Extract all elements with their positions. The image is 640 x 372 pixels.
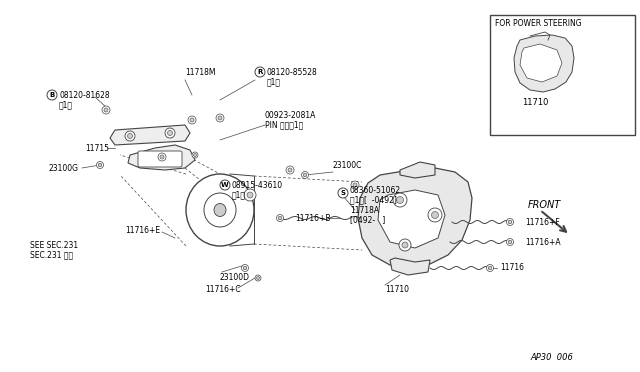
Text: 11710: 11710 [385,285,409,295]
Text: （1）: （1） [232,190,246,199]
Circle shape [533,50,537,54]
Polygon shape [514,35,574,92]
Circle shape [488,266,492,270]
Circle shape [247,192,253,198]
Text: 11716+F: 11716+F [525,218,560,227]
Ellipse shape [204,193,236,227]
FancyBboxPatch shape [138,151,182,167]
Circle shape [127,134,132,138]
Circle shape [97,161,104,169]
Text: S: S [340,190,346,196]
Circle shape [276,215,284,221]
Circle shape [303,173,307,177]
Text: 11716+C: 11716+C [205,285,241,295]
Text: 11718A: 11718A [350,205,379,215]
Text: （1）: （1） [267,77,281,87]
Circle shape [506,218,513,225]
Text: 11716+B: 11716+B [295,214,330,222]
Circle shape [104,108,108,112]
Circle shape [47,90,57,100]
Polygon shape [520,44,562,82]
Circle shape [98,163,102,167]
Circle shape [188,116,196,124]
Text: 11716+E: 11716+E [125,225,160,234]
Circle shape [125,131,135,141]
Circle shape [165,128,175,138]
Circle shape [506,238,513,246]
Text: SEE SEC.231: SEE SEC.231 [30,241,78,250]
Text: 11716: 11716 [500,263,524,273]
Circle shape [553,63,557,67]
Polygon shape [400,162,435,178]
Circle shape [393,193,407,207]
Text: 08120-81628: 08120-81628 [59,90,109,99]
Circle shape [160,155,164,159]
Text: 23100C: 23100C [333,160,362,170]
Circle shape [351,181,359,189]
Polygon shape [390,258,430,275]
Text: 23100G: 23100G [48,164,78,173]
Text: 23100D: 23100D [220,273,250,282]
Circle shape [243,266,247,270]
Circle shape [402,242,408,248]
Text: 11716+A: 11716+A [525,237,561,247]
Text: 11718M: 11718M [185,67,216,77]
Circle shape [216,114,224,122]
Circle shape [551,61,559,69]
Text: [0492-   ]: [0492- ] [350,215,385,224]
Text: FOR POWER STEERING: FOR POWER STEERING [495,19,582,28]
Circle shape [508,240,512,244]
Text: FRONT: FRONT [528,200,561,210]
Ellipse shape [214,203,226,217]
Circle shape [241,264,248,272]
Text: 00923-2081A: 00923-2081A [265,110,316,119]
Circle shape [431,212,438,218]
Text: W: W [221,182,229,188]
Text: 08360-51062: 08360-51062 [350,186,401,195]
Text: AP30  006: AP30 006 [530,353,573,362]
Text: R: R [257,69,262,75]
Polygon shape [378,190,445,248]
Circle shape [397,196,403,203]
Circle shape [353,183,357,187]
Text: SEC.231 番腿: SEC.231 番腿 [30,250,73,260]
Circle shape [220,180,230,190]
Circle shape [534,74,541,81]
Text: （1）: （1） [59,100,73,109]
Text: B: B [49,92,54,98]
Circle shape [288,168,292,172]
Circle shape [255,67,265,77]
Circle shape [168,131,173,135]
Text: （1）[  -0492]: （1）[ -0492] [350,196,397,205]
Text: 08120-85528: 08120-85528 [267,67,317,77]
Circle shape [218,116,222,120]
Polygon shape [110,125,190,145]
Bar [490,15,635,135]
Circle shape [257,276,259,279]
Circle shape [193,154,196,157]
Circle shape [286,166,294,174]
Circle shape [301,171,308,179]
Circle shape [531,48,539,56]
Circle shape [158,153,166,161]
Circle shape [536,76,540,80]
Circle shape [255,275,261,281]
Ellipse shape [186,174,254,246]
Polygon shape [128,145,195,170]
Text: 08915-43610: 08915-43610 [232,180,283,189]
Circle shape [244,189,256,201]
Polygon shape [358,168,472,268]
Text: 11715: 11715 [85,144,109,153]
Circle shape [508,220,512,224]
Circle shape [278,216,282,220]
Circle shape [192,152,198,158]
Circle shape [428,208,442,222]
Circle shape [338,188,348,198]
Circle shape [486,264,493,272]
Text: 11710: 11710 [522,97,548,106]
Circle shape [399,239,411,251]
Circle shape [102,106,110,114]
Circle shape [190,118,194,122]
Text: PIN ピン（1）: PIN ピン（1） [265,121,303,129]
